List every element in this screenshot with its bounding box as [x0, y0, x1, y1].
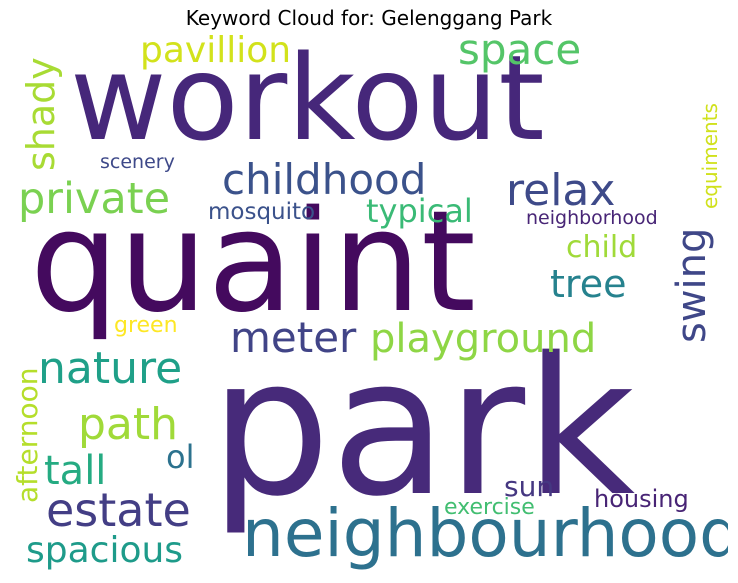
word-sun: sun: [504, 470, 555, 503]
word-tall: tall: [44, 448, 107, 494]
word-green: green: [114, 313, 178, 338]
word-shady: shady: [19, 57, 63, 171]
word-private: private: [18, 174, 171, 224]
word-cloud: workout quaint park neighbourhood pavillion s…: [10, 33, 728, 578]
word-quaint: quaint: [30, 181, 476, 344]
word-relax: relax: [506, 165, 616, 216]
word-equiments: equiments: [698, 103, 722, 209]
word-tree: tree: [550, 262, 627, 306]
word-typical: typical: [366, 192, 473, 230]
chart-title: Keyword Cloud for: Gelenggang Park: [185, 6, 553, 30]
word-childhood: childhood: [222, 155, 427, 204]
word-spacious: spacious: [26, 530, 184, 571]
word-park: park: [210, 317, 636, 538]
word-swing: swing: [669, 227, 715, 343]
word-child: child: [566, 230, 638, 265]
word-pavillion: pavillion: [140, 33, 292, 71]
word-neighbourhood: neighbourhood: [242, 495, 728, 572]
word-space: space: [458, 33, 582, 74]
word-ol: ol: [166, 438, 195, 476]
word-neighborhood: neighborhood: [526, 207, 658, 229]
word-path: path: [78, 399, 179, 450]
word-meter: meter: [230, 313, 357, 362]
word-mosquito: mosquito: [208, 199, 316, 225]
word-workout: workout: [70, 33, 545, 167]
word-scenery: scenery: [100, 151, 175, 173]
word-exercise: exercise: [444, 495, 535, 520]
word-estate: estate: [46, 483, 191, 537]
word-playground: playground: [370, 316, 597, 362]
word-nature: nature: [38, 343, 183, 394]
word-housing: housing: [594, 485, 689, 513]
